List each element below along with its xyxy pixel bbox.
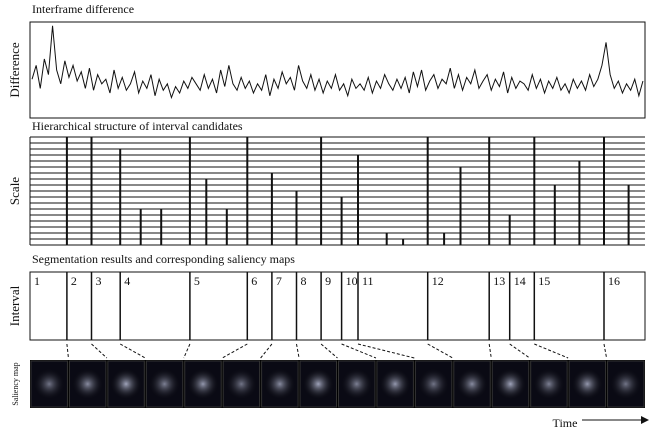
axis-label: Saliency map bbox=[11, 362, 20, 405]
segment-label: 14 bbox=[514, 274, 526, 288]
segment-label: 4 bbox=[124, 274, 130, 288]
saliency-glow bbox=[533, 368, 565, 400]
heading: Interframe difference bbox=[32, 2, 134, 16]
connector bbox=[510, 344, 530, 358]
connector bbox=[358, 344, 414, 358]
saliency-glow bbox=[341, 368, 373, 400]
segment-label: 10 bbox=[346, 274, 358, 288]
segment-label: 15 bbox=[538, 274, 550, 288]
saliency-glow bbox=[417, 368, 449, 400]
heading: Hierarchical structure of interval candi… bbox=[32, 119, 243, 133]
segment-label: 6 bbox=[251, 274, 257, 288]
connector bbox=[67, 344, 69, 358]
connector bbox=[297, 344, 300, 358]
connector bbox=[489, 344, 491, 358]
segment-label: 16 bbox=[608, 274, 620, 288]
saliency-glow bbox=[264, 368, 296, 400]
signal-line bbox=[32, 26, 643, 98]
connector bbox=[261, 344, 272, 358]
saliency-glow bbox=[72, 368, 104, 400]
connector bbox=[534, 344, 568, 358]
segment-label: 13 bbox=[493, 274, 505, 288]
panel bbox=[30, 22, 645, 118]
connector bbox=[184, 344, 190, 358]
connector bbox=[428, 344, 453, 358]
segment-label: 7 bbox=[276, 274, 282, 288]
connector bbox=[604, 344, 607, 358]
segment-label: 5 bbox=[194, 274, 200, 288]
connector bbox=[342, 344, 376, 358]
figure: Interframe difference Difference Hierarc… bbox=[0, 0, 654, 434]
segment-label: 9 bbox=[325, 274, 331, 288]
connector bbox=[92, 344, 107, 358]
segment-label: 1 bbox=[34, 274, 40, 288]
saliency-glow bbox=[225, 368, 257, 400]
segment-label: 3 bbox=[96, 274, 102, 288]
saliency-glow bbox=[110, 368, 142, 400]
segment-label: 8 bbox=[301, 274, 307, 288]
segment-label: 2 bbox=[71, 274, 77, 288]
saliency-glow bbox=[494, 368, 526, 400]
axis-label: Interval bbox=[7, 285, 22, 326]
saliency-glow bbox=[379, 368, 411, 400]
axis-label: Time bbox=[553, 416, 578, 430]
connector bbox=[120, 344, 145, 358]
saliency-glow bbox=[571, 368, 603, 400]
panel bbox=[30, 272, 645, 340]
saliency-glow bbox=[456, 368, 488, 400]
axis-label: Difference bbox=[7, 42, 22, 98]
heading: Segmentation results and corresponding s… bbox=[32, 252, 295, 266]
axis-label: Scale bbox=[7, 177, 22, 205]
segment-label: 12 bbox=[432, 274, 444, 288]
saliency-glow bbox=[610, 368, 642, 400]
segment-label: 11 bbox=[362, 274, 374, 288]
saliency-glow bbox=[302, 368, 334, 400]
saliency-glow bbox=[148, 368, 180, 400]
connector bbox=[321, 344, 337, 358]
saliency-glow bbox=[33, 368, 65, 400]
connector bbox=[222, 344, 247, 358]
saliency-glow bbox=[187, 368, 219, 400]
